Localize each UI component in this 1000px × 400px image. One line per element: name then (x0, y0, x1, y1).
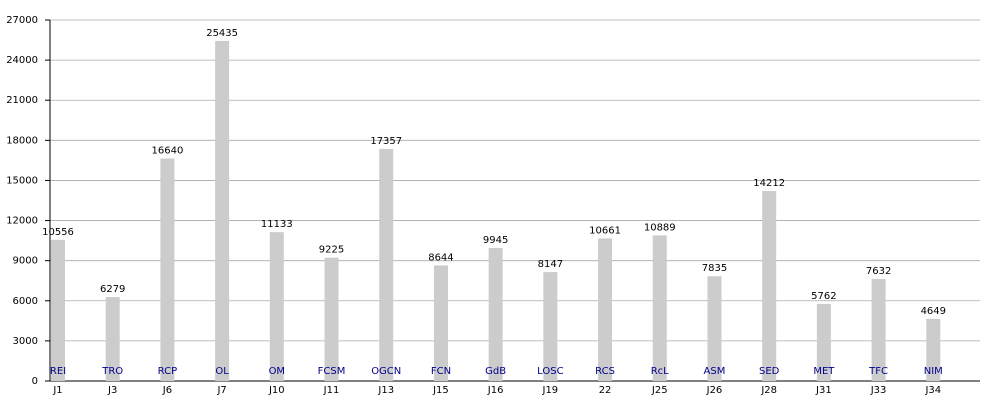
x-tick-label: J16 (487, 385, 504, 396)
value-label: 5762 (811, 291, 836, 302)
y-tick-label: 12000 (6, 216, 38, 227)
x-tick-label: J28 (760, 385, 777, 396)
value-label: 8644 (428, 252, 453, 263)
value-label: 11133 (261, 219, 293, 230)
bar (433, 265, 448, 381)
bar (871, 278, 886, 381)
value-label: 16640 (152, 146, 184, 157)
value-label: 4649 (921, 306, 946, 317)
team-label: GdB (485, 366, 506, 377)
bar (51, 239, 65, 381)
team-label: RcL (651, 366, 669, 377)
bar (215, 40, 230, 382)
team-label: REI (50, 366, 66, 377)
y-tick-label: 0 (32, 376, 38, 387)
value-label: 10889 (644, 222, 676, 233)
bar (105, 297, 120, 381)
x-tick-label: J31 (815, 385, 832, 396)
value-label: 10661 (589, 225, 621, 236)
team-label: OL (215, 366, 229, 377)
x-tick-label: J33 (870, 385, 887, 396)
value-label: 17357 (370, 136, 402, 147)
x-tick-label: J6 (162, 385, 172, 396)
x-tick-label: J3 (107, 385, 117, 396)
bar (816, 303, 831, 381)
bar (762, 190, 777, 381)
bar (707, 276, 722, 381)
x-tick-label: J19 (542, 385, 559, 396)
x-tick-label: J25 (651, 385, 668, 396)
x-tick-label: J13 (377, 385, 394, 396)
x-tick-label: J11 (323, 385, 340, 396)
y-tick-label: 3000 (13, 336, 38, 347)
y-tick-label: 21000 (6, 95, 38, 106)
team-label: NIM (924, 366, 943, 377)
y-tick-label: 24000 (6, 55, 38, 66)
bar (543, 272, 558, 381)
value-label: 9945 (483, 235, 508, 246)
bar (598, 238, 613, 381)
bar (324, 257, 339, 381)
team-label: TRO (101, 366, 123, 377)
team-label: RCS (595, 366, 615, 377)
x-tick-label: J34 (924, 385, 941, 396)
team-label: FCSM (318, 366, 346, 377)
x-tick-label: J15 (432, 385, 449, 396)
team-label: RCP (158, 366, 177, 377)
x-tick-label: J10 (268, 385, 285, 396)
value-label: 6279 (100, 284, 125, 295)
y-tick-label: 9000 (13, 256, 38, 267)
y-tick-label: 6000 (13, 296, 38, 307)
y-tick-label: 27000 (6, 15, 38, 26)
bar (269, 232, 284, 381)
value-label: 10556 (42, 227, 74, 238)
team-label: ASM (704, 366, 726, 377)
bar (652, 235, 667, 381)
x-tick-label: 22 (599, 385, 612, 396)
value-label: 7632 (866, 266, 891, 277)
team-label: MET (813, 366, 835, 377)
value-label: 14212 (753, 178, 785, 189)
x-tick-label: J1 (52, 385, 62, 396)
team-label: TFC (868, 366, 888, 377)
team-label: LOSC (537, 366, 563, 377)
team-label: OGCN (371, 366, 401, 377)
y-tick-label: 18000 (6, 135, 38, 146)
value-label: 25435 (206, 28, 238, 39)
value-label: 9225 (319, 245, 344, 256)
team-label: SED (759, 366, 780, 377)
value-label: 7835 (702, 263, 727, 274)
value-label: 8147 (538, 259, 563, 270)
x-tick-label: J7 (216, 385, 226, 396)
y-tick-label: 15000 (6, 175, 38, 186)
x-tick-label: J26 (706, 385, 723, 396)
team-label: OM (269, 366, 286, 377)
bar (160, 158, 175, 381)
team-label: FCN (431, 366, 451, 377)
bar (379, 148, 394, 381)
bar (488, 248, 503, 381)
bar (926, 318, 941, 381)
